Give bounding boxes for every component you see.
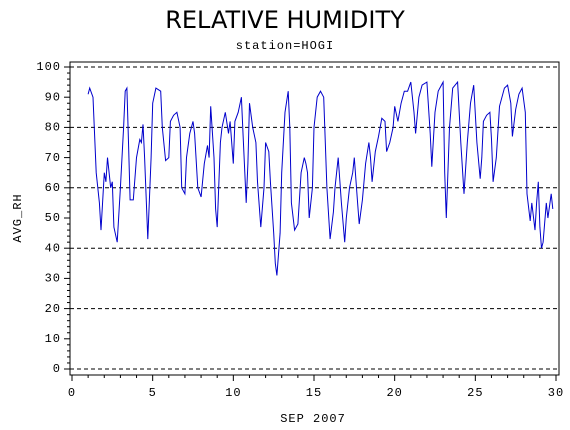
y-tick-label: 90	[45, 90, 61, 104]
x-tick-label: 25	[467, 386, 483, 400]
x-axis-label: SEP 2007	[280, 412, 346, 426]
y-tick-label: 100	[36, 60, 61, 74]
y-tick-label: 80	[45, 121, 61, 135]
x-tick-label: 0	[68, 386, 76, 400]
x-tick-label: 30	[548, 386, 564, 400]
chart-subtitle: station=HOGI	[236, 39, 334, 53]
data-line	[87, 80, 554, 276]
y-tick-label: 50	[45, 211, 61, 225]
chart-title: RELATIVE HUMIDITY	[165, 6, 405, 34]
plot-frame	[69, 61, 560, 376]
y-tick-label: 30	[45, 272, 61, 286]
x-tick-label: 15	[306, 386, 322, 400]
y-tick-label: 20	[45, 302, 61, 316]
y-tick-label: 70	[45, 151, 61, 165]
y-axis-label: AVG_RH	[11, 193, 25, 242]
x-tick-label: 20	[386, 386, 402, 400]
x-tick-label: 5	[149, 386, 157, 400]
y-tick-label: 0	[53, 362, 61, 376]
y-tick-label: 60	[45, 181, 61, 195]
y-tick-label: 10	[45, 332, 61, 346]
x-tick-label: 10	[225, 386, 241, 400]
y-tick-label: 40	[45, 241, 61, 255]
